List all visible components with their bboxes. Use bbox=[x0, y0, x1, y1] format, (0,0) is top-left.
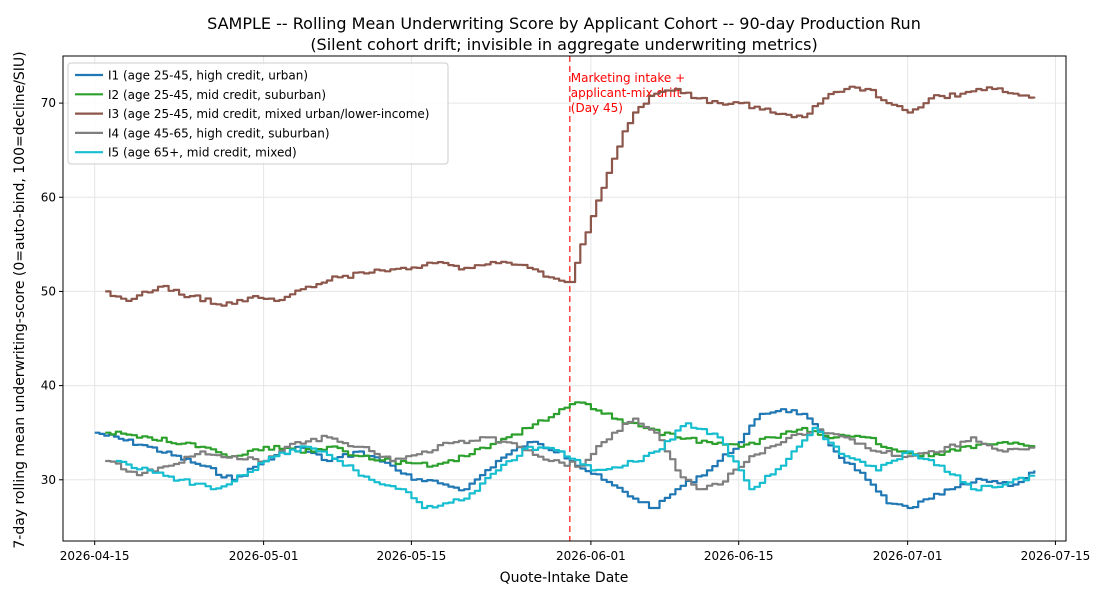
annotation-text: applicant-mix drift bbox=[571, 86, 682, 100]
x-tick-label: 2026-06-01 bbox=[556, 549, 626, 563]
chart-subtitle: (Silent cohort drift; invisible in aggre… bbox=[310, 35, 817, 54]
legend-label: I4 (age 45-65, high credit, suburban) bbox=[108, 126, 330, 140]
x-axis-label: Quote-Intake Date bbox=[500, 570, 629, 586]
x-tick-label: 2026-07-01 bbox=[873, 549, 943, 563]
x-tick-label: 2026-04-15 bbox=[60, 549, 130, 563]
x-tick-label: 2026-05-01 bbox=[229, 549, 299, 563]
y-tick-label: 30 bbox=[41, 473, 56, 487]
legend-label: I2 (age 25-45, mid credit, suburban) bbox=[108, 88, 326, 102]
series-line-1 bbox=[94, 408, 1036, 510]
legend-box bbox=[67, 62, 449, 165]
legend: I1 (age 25-45, high credit, urban) I2 (ag… bbox=[67, 62, 449, 165]
legend-label: I5 (age 65+, mid credit, mixed) bbox=[108, 146, 297, 160]
annotation-text: Marketing intake + bbox=[571, 71, 685, 85]
x-tick-label: 2026-05-15 bbox=[377, 549, 447, 563]
series-line-2 bbox=[105, 401, 1036, 468]
legend-label: I3 (age 25-45, mid credit, mixed urban/l… bbox=[108, 107, 429, 121]
legend-label: I1 (age 25-45, high credit, urban) bbox=[108, 69, 308, 83]
y-tick-label: 60 bbox=[41, 190, 56, 204]
y-tick-label: 40 bbox=[41, 379, 56, 393]
y-axis-label: 7-day rolling mean underwriting-score (0… bbox=[12, 51, 28, 548]
plot-frame bbox=[62, 55, 1067, 542]
series-line-5 bbox=[115, 422, 1036, 510]
annotation-text: (Day 45) bbox=[571, 101, 623, 115]
series-group bbox=[94, 85, 1036, 510]
series-line-4 bbox=[105, 417, 1036, 491]
y-tick-label: 50 bbox=[41, 284, 56, 298]
chart-title: SAMPLE -- Rolling Mean Underwriting Scor… bbox=[207, 14, 921, 33]
x-tick-label: 2026-06-15 bbox=[704, 549, 774, 563]
x-tick-label: 2026-07-15 bbox=[1021, 549, 1091, 563]
axis-ticks: 2026-04-15 2026-05-01 2026-05-15 2026-06-01… bbox=[41, 96, 1091, 563]
y-tick-label: 70 bbox=[41, 96, 56, 110]
